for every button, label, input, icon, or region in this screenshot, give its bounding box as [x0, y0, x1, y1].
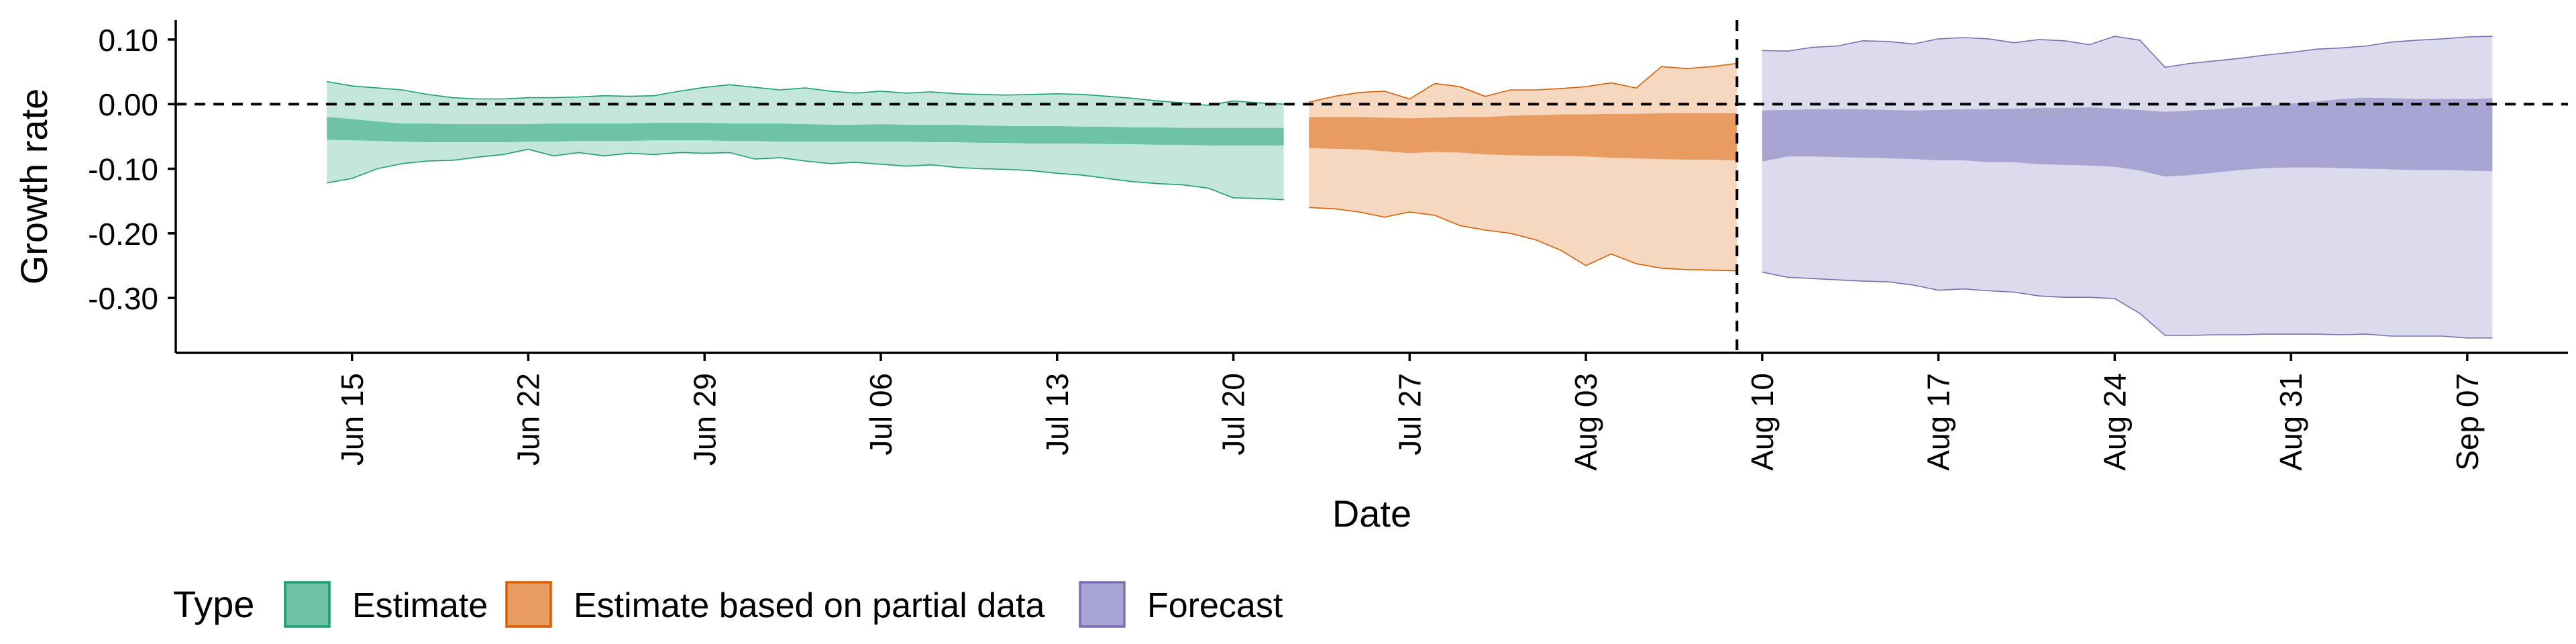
legend-label-estimate: Estimate	[352, 586, 488, 625]
legend-title: Type	[173, 583, 254, 625]
band-outer-upper-line-forecast	[1762, 36, 2493, 68]
legend-label-estimate-based-on-partial-data: Estimate based on partial data	[574, 586, 1045, 625]
y-tick-label: -0.10	[88, 152, 158, 187]
x-tick-label: Jul 27	[1392, 373, 1427, 455]
x-ticks: Jun 15 Jun 22 Jun 29 Jul 06 Jul 13 Jul 20 Jul …	[335, 353, 2485, 471]
x-axis-label: Date	[1332, 492, 1411, 535]
band-outer-estimate-based-on-partial-data	[1309, 63, 1737, 271]
y-tick-label: 0.00	[98, 87, 158, 122]
x-tick-label: Aug 10	[1745, 373, 1780, 471]
legend-key-estimate	[284, 581, 331, 628]
legend: Type Estimate Estimate based on partial d…	[173, 581, 1283, 628]
band-outer-forecast	[1762, 36, 2493, 338]
band-outer-lower-line-estimate	[327, 148, 1284, 201]
x-tick-label: Aug 03	[1568, 373, 1603, 471]
x-tick-label: Jul 13	[1040, 373, 1075, 455]
y-tick-label: -0.20	[88, 217, 158, 252]
band-inner-estimate	[327, 117, 1284, 146]
band-inner-estimate-based-on-partial-data	[1309, 113, 1737, 160]
y-axis-label: Growth rate	[13, 89, 55, 285]
legend-key-forecast	[1079, 581, 1126, 628]
y-ticks: 0.10 0.00 -0.10 -0.20 -0.30	[88, 23, 176, 316]
x-tick-label: Jul 06	[863, 373, 898, 455]
ribbons-layer	[327, 36, 2493, 339]
x-tick-label: Jun 29	[687, 373, 722, 466]
band-inner-forecast	[1762, 97, 2493, 177]
reference-lines	[176, 20, 2568, 353]
x-tick-label: Jun 15	[335, 373, 370, 466]
x-tick-label: Sep 07	[2450, 373, 2485, 471]
x-tick-label: Jun 22	[511, 373, 546, 466]
band-outer-upper-line-estimate-based-on-partial-data	[1309, 62, 1737, 103]
x-tick-label: Aug 24	[2097, 373, 2132, 471]
legend-label-forecast: Forecast	[1147, 586, 1283, 625]
band-outer-lower-line-estimate-based-on-partial-data	[1309, 207, 1737, 272]
x-tick-label: Jul 20	[1216, 373, 1251, 455]
y-tick-label: -0.30	[88, 281, 158, 316]
x-tick-label: Aug 31	[2273, 373, 2308, 471]
y-tick-label: 0.10	[98, 23, 158, 58]
x-tick-label: Aug 17	[1921, 373, 1956, 471]
legend-key-estimate-based-on-partial-data	[505, 581, 552, 628]
band-outer-lower-line-forecast	[1762, 271, 2493, 339]
band-outer-upper-line-estimate	[327, 80, 1284, 106]
